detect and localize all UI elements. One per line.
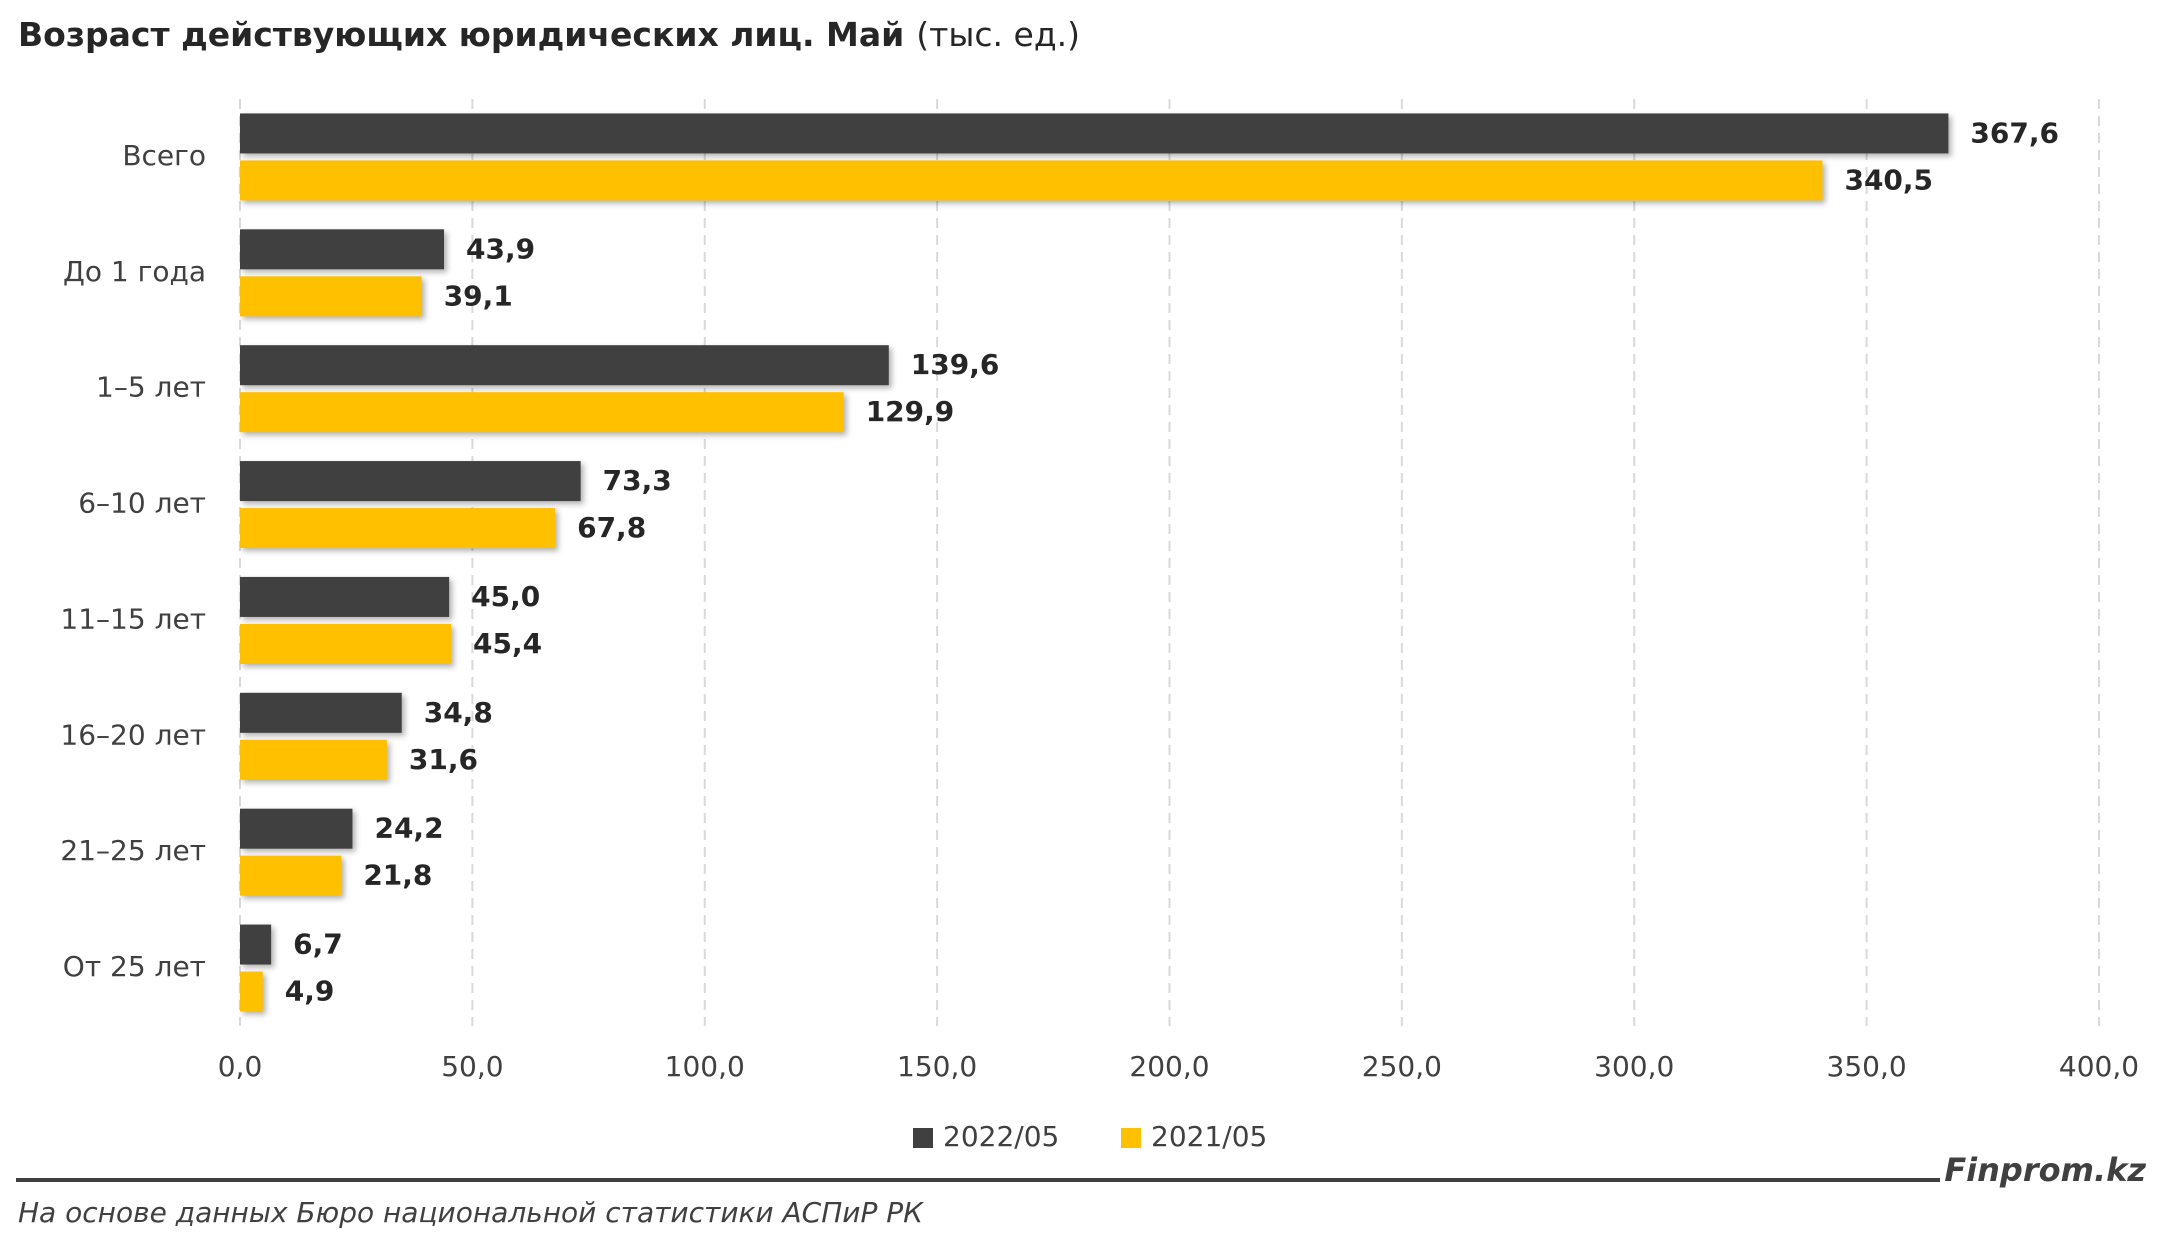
brand: Finprom.kz	[1944, 1151, 2146, 1189]
y-tick-label: 6–10 лет	[78, 487, 206, 520]
bar	[240, 808, 353, 849]
legend-swatch	[1121, 1128, 1141, 1148]
legend-label: 2021/05	[1151, 1120, 1267, 1153]
y-tick-label: 11–15 лет	[60, 602, 206, 635]
x-tick-label: 150,0	[897, 1050, 977, 1083]
bar	[240, 971, 263, 1012]
x-tick-label: 100,0	[665, 1050, 745, 1083]
value-label: 43,9	[466, 232, 535, 265]
y-tick-label: До 1 года	[63, 255, 206, 288]
x-tick-label: 350,0	[1827, 1050, 1907, 1083]
title-main: Возраст действующих юридических лиц. Май	[18, 15, 904, 54]
legend-label: 2022/05	[943, 1120, 1059, 1153]
value-label: 4,9	[285, 975, 335, 1008]
bar	[240, 855, 342, 896]
value-label: 139,6	[911, 348, 1000, 381]
value-label: 45,4	[473, 627, 542, 660]
value-label: 34,8	[424, 696, 493, 729]
value-label: 45,0	[471, 580, 540, 613]
legend-swatch	[913, 1128, 933, 1148]
chart-title: Возраст действующих юридических лиц. Май…	[18, 15, 1080, 54]
title-unit: (тыс. ед.)	[916, 15, 1080, 54]
bar	[240, 113, 1949, 154]
y-tick-label: 1–5 лет	[96, 371, 206, 404]
value-label: 6,7	[293, 928, 343, 961]
bar	[240, 160, 1823, 201]
bar	[240, 508, 556, 549]
value-label: 67,8	[577, 511, 646, 544]
x-tick-label: 200,0	[1129, 1050, 1209, 1083]
bar	[240, 229, 445, 270]
source: На основе данных Бюро национальной стати…	[18, 1196, 924, 1229]
bar	[240, 924, 272, 965]
x-tick-label: 50,0	[441, 1050, 503, 1083]
value-label: 39,1	[444, 279, 513, 312]
bar	[240, 692, 402, 733]
bar	[240, 276, 422, 317]
bar	[240, 739, 387, 780]
bar	[240, 623, 451, 664]
y-tick-label: 16–20 лет	[60, 718, 206, 751]
value-label: 24,2	[374, 812, 443, 845]
y-tick-label: Всего	[122, 139, 206, 172]
bar	[240, 345, 889, 386]
bar	[240, 576, 450, 617]
value-label: 21,8	[363, 859, 432, 892]
value-label: 31,6	[409, 743, 478, 776]
x-tick-label: 400,0	[2059, 1050, 2139, 1083]
value-label: 73,3	[603, 464, 672, 497]
value-label: 340,5	[1844, 163, 1933, 196]
y-tick-label: 21–25 лет	[60, 834, 206, 867]
x-tick-label: 300,0	[1594, 1050, 1674, 1083]
bar	[240, 392, 844, 433]
value-label: 129,9	[866, 395, 955, 428]
value-label: 367,6	[1970, 116, 2059, 149]
x-tick-label: 0,0	[218, 1050, 263, 1083]
y-tick-label: От 25 лет	[63, 950, 206, 983]
x-tick-label: 250,0	[1362, 1050, 1442, 1083]
bar	[240, 461, 581, 502]
